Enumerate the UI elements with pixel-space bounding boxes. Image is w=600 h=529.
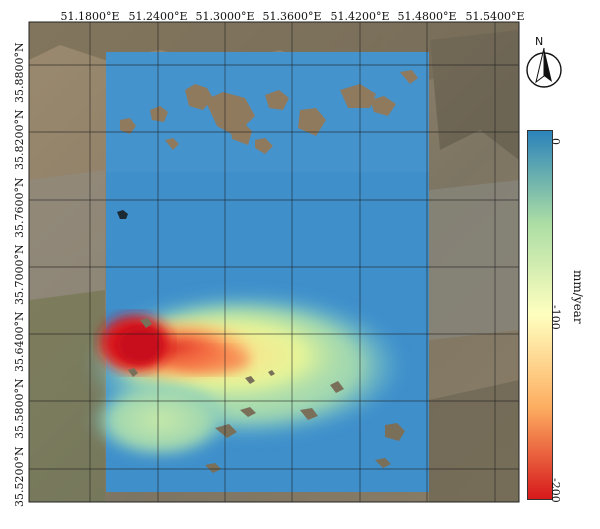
latitude-label: 35.7600°N (13, 177, 26, 238)
colorbar-unit-label: mm/year (571, 270, 585, 324)
longitude-label: 51.4800°E (397, 10, 457, 23)
longitude-label: 51.3000°E (195, 10, 255, 23)
velocity-raster (85, 52, 429, 492)
longitude-label: 51.5400°E (465, 10, 525, 23)
colorbar-tick: -100 (549, 305, 562, 330)
colorbar-tick: -200 (549, 478, 562, 503)
north-arrow-icon (526, 47, 562, 88)
lake (117, 210, 128, 219)
no-data-patches (120, 70, 418, 154)
map-frame (28, 21, 520, 503)
latitude-label: 35.8200°N (13, 109, 26, 170)
graticule (29, 22, 519, 502)
north-label: N (535, 35, 544, 48)
latitude-label: 35.6400°N (13, 311, 26, 372)
latitude-label: 35.7000°N (13, 244, 26, 305)
longitude-label: 51.1800°E (60, 10, 120, 23)
longitude-label: 51.4200°E (330, 10, 390, 23)
colorbar-tick: 0 (549, 138, 562, 145)
latitude-label: 35.8800°N (13, 42, 26, 103)
terrain-texture (29, 22, 519, 502)
longitude-label: 51.3600°E (262, 10, 322, 23)
colorbar (527, 130, 553, 500)
south-no-data (128, 318, 405, 473)
longitude-label: 51.2400°E (128, 10, 188, 23)
latitude-label: 35.5800°N (13, 378, 26, 439)
latitude-label: 35.5200°N (13, 446, 26, 507)
